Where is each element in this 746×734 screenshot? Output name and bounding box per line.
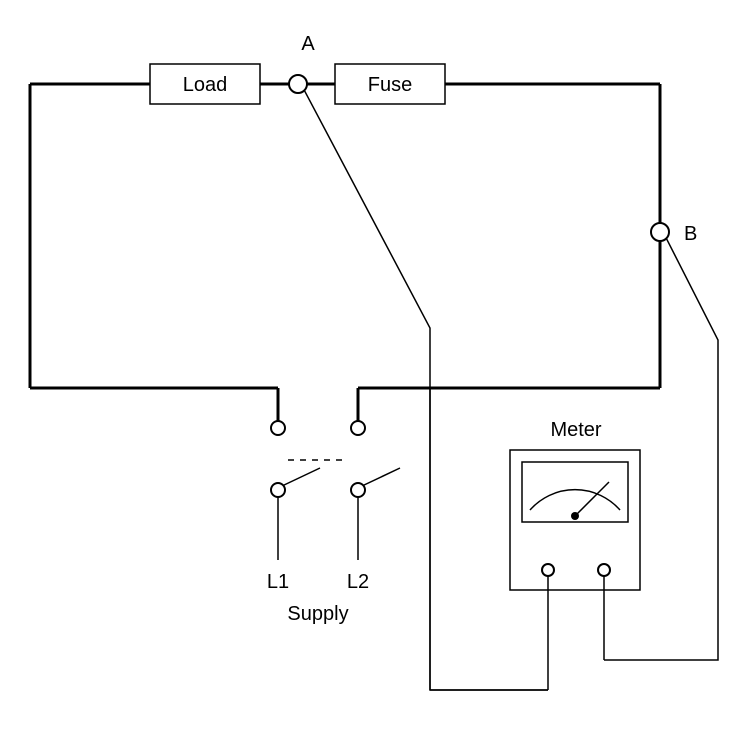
wire <box>304 90 548 690</box>
circuit-node <box>542 564 554 576</box>
circuit-node <box>598 564 610 576</box>
diagram-label: Load <box>183 74 228 96</box>
circuit-node <box>571 512 579 520</box>
diagram-label: A <box>301 33 315 55</box>
circuit-node <box>271 483 285 497</box>
diagram-label: L1 <box>267 571 289 593</box>
circuit-node <box>351 483 365 497</box>
wire <box>362 468 400 486</box>
wire <box>282 468 320 486</box>
diagram-label: B <box>684 223 697 245</box>
diagram-label: Meter <box>550 419 601 441</box>
diagram-label: Fuse <box>368 74 412 96</box>
diagram-label: Supply <box>287 603 348 625</box>
circuit-node <box>271 421 285 435</box>
circuit-node <box>351 421 365 435</box>
diagram-label: L2 <box>347 571 369 593</box>
